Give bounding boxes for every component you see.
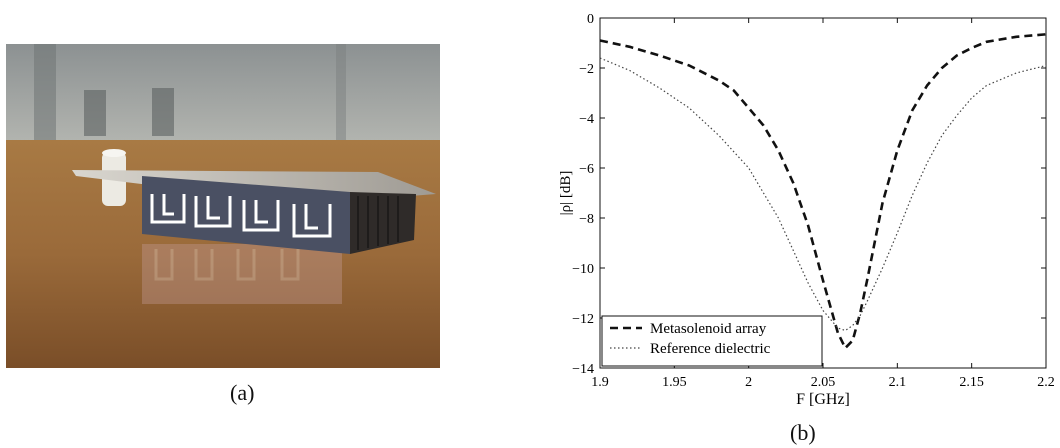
legend-label: Reference dielectric <box>650 341 771 357</box>
block-slats <box>357 196 399 250</box>
y-tick-label: 0 <box>587 12 594 27</box>
panel-b-caption: (b) <box>790 420 816 445</box>
x-tick-label: 1.9 <box>591 375 609 390</box>
x-axis-label: F [GHz] <box>796 391 850 408</box>
y-tick-label: −10 <box>572 262 594 277</box>
x-tick-label: 2.2 <box>1037 375 1055 390</box>
legend: Metasolenoid array Reference dielectric <box>601 315 823 367</box>
x-tick-label: 2.05 <box>811 375 836 390</box>
x-tick-label: 2.1 <box>889 375 907 390</box>
y-tick-label: −4 <box>579 112 594 127</box>
array-reflection <box>142 244 342 304</box>
y-tick-label: −12 <box>572 312 594 327</box>
background-post <box>336 44 346 140</box>
chart-panel: 1.9 1.95 2 2.05 2.1 2.15 2.2 0 −2 −4 −6 −8 −10 −12 −1… <box>556 0 1060 448</box>
x-tick-label: 2 <box>745 375 752 390</box>
y-axis-label: |ρ| [dB] <box>558 171 574 216</box>
y-tick-label: −6 <box>579 162 594 177</box>
background-pillar <box>34 44 56 142</box>
legend-box <box>601 315 823 367</box>
metasolenoid-photo <box>6 44 440 368</box>
background-object <box>84 90 106 136</box>
reflection-chart: 1.9 1.95 2 2.05 2.1 2.15 2.2 0 −2 −4 −6 −8 −10 −12 −1… <box>558 12 1055 408</box>
panel-a-caption: (a) <box>230 380 255 405</box>
background-wall <box>6 44 440 144</box>
background-object <box>152 88 174 136</box>
photo-panel <box>6 44 440 368</box>
series-layer <box>599 33 1047 350</box>
resonator-rings <box>150 194 332 238</box>
y-tick-label: −8 <box>579 212 594 227</box>
metasolenoid-block-end <box>350 192 416 254</box>
x-tick-label: 1.95 <box>662 375 687 390</box>
x-tick-label: 2.15 <box>959 375 984 390</box>
series-line-metasolenoid-array <box>599 33 1047 350</box>
connector-top <box>102 149 126 157</box>
y-axis: 0 −2 −4 −6 −8 −10 −12 −14 <box>572 12 1046 377</box>
series-line-reference-dielectric <box>599 57 1047 332</box>
y-tick-label: −14 <box>572 362 594 377</box>
x-axis: 1.9 1.95 2 2.05 2.1 2.15 2.2 <box>591 18 1055 390</box>
legend-label: Metasolenoid array <box>650 321 767 337</box>
y-tick-label: −2 <box>579 62 594 77</box>
